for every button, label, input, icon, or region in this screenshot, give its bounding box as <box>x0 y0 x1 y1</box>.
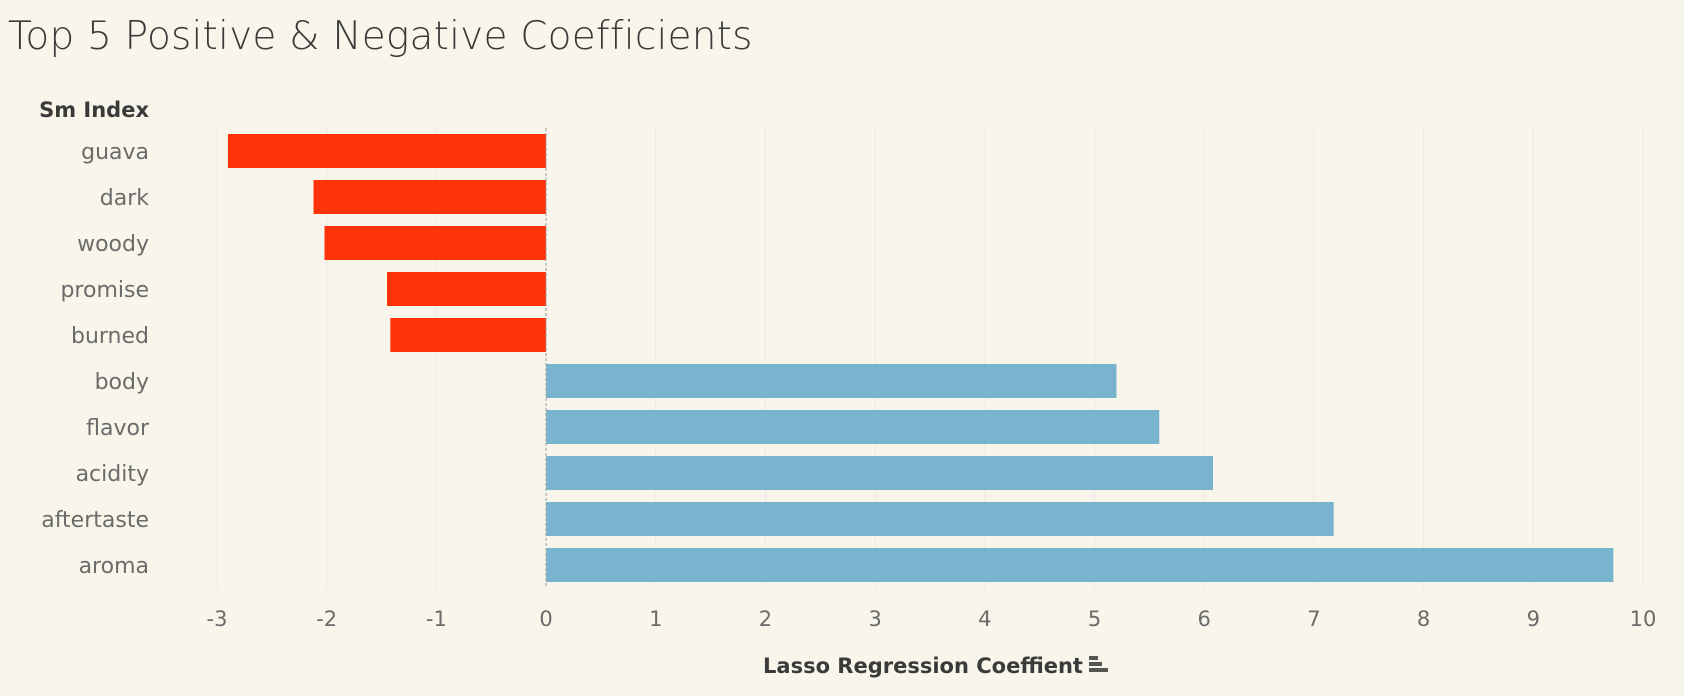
x-axis-ticks: -3 -2 -1 0 1 2 3 4 5 6 7 8 9 10 <box>207 607 1657 631</box>
x-tick-label: 6 <box>1198 607 1211 631</box>
x-tick-label: 0 <box>539 607 552 631</box>
x-tick-label: 5 <box>1088 607 1101 631</box>
row-label-flavor[interactable]: flavor <box>86 416 150 441</box>
x-tick-label: -1 <box>426 607 447 631</box>
row-label-aftertaste[interactable]: aftertaste <box>41 508 149 533</box>
x-tick-label: 10 <box>1630 607 1657 631</box>
bar-woody[interactable] <box>324 226 547 260</box>
row-label-guava[interactable]: guava <box>81 140 149 165</box>
row-label-dark[interactable]: dark <box>100 186 149 211</box>
row-label-woody[interactable]: woody <box>77 232 149 257</box>
bar-aroma[interactable] <box>546 548 1614 582</box>
bar-dark[interactable] <box>313 180 547 214</box>
chart-title: Top 5 Positive & Negative Coefficients <box>8 14 753 59</box>
sort-descending-icon[interactable] <box>1089 656 1108 672</box>
row-labels: guava dark woody promise burned body flavor aci… <box>41 140 150 579</box>
x-tick-label: 1 <box>649 607 662 631</box>
x-tick-label: 3 <box>868 607 881 631</box>
bar-flavor[interactable] <box>546 410 1160 444</box>
bar-burned[interactable] <box>390 318 547 352</box>
x-tick-label: 4 <box>978 607 991 631</box>
row-label-burned[interactable]: burned <box>71 324 149 349</box>
x-tick-label: -3 <box>207 607 228 631</box>
x-axis-title[interactable]: Lasso Regression Coeffient <box>763 654 1083 678</box>
x-tick-label: 2 <box>759 607 772 631</box>
row-header[interactable]: Sm Index <box>39 98 149 122</box>
bar-acidity[interactable] <box>546 456 1214 490</box>
row-label-body[interactable]: body <box>95 370 149 395</box>
row-label-acidity[interactable]: acidity <box>76 462 149 487</box>
bar-promise[interactable] <box>387 272 547 306</box>
x-tick-label: 8 <box>1417 607 1430 631</box>
bar-body[interactable] <box>546 364 1117 398</box>
x-tick-label: -2 <box>316 607 337 631</box>
bar-aftertaste[interactable] <box>546 502 1334 536</box>
bars <box>227 134 1614 582</box>
row-label-aroma[interactable]: aroma <box>79 554 149 579</box>
bar-guava[interactable] <box>227 134 547 168</box>
x-tick-label: 7 <box>1307 607 1320 631</box>
x-tick-label: 9 <box>1527 607 1540 631</box>
row-label-promise[interactable]: promise <box>60 278 149 303</box>
